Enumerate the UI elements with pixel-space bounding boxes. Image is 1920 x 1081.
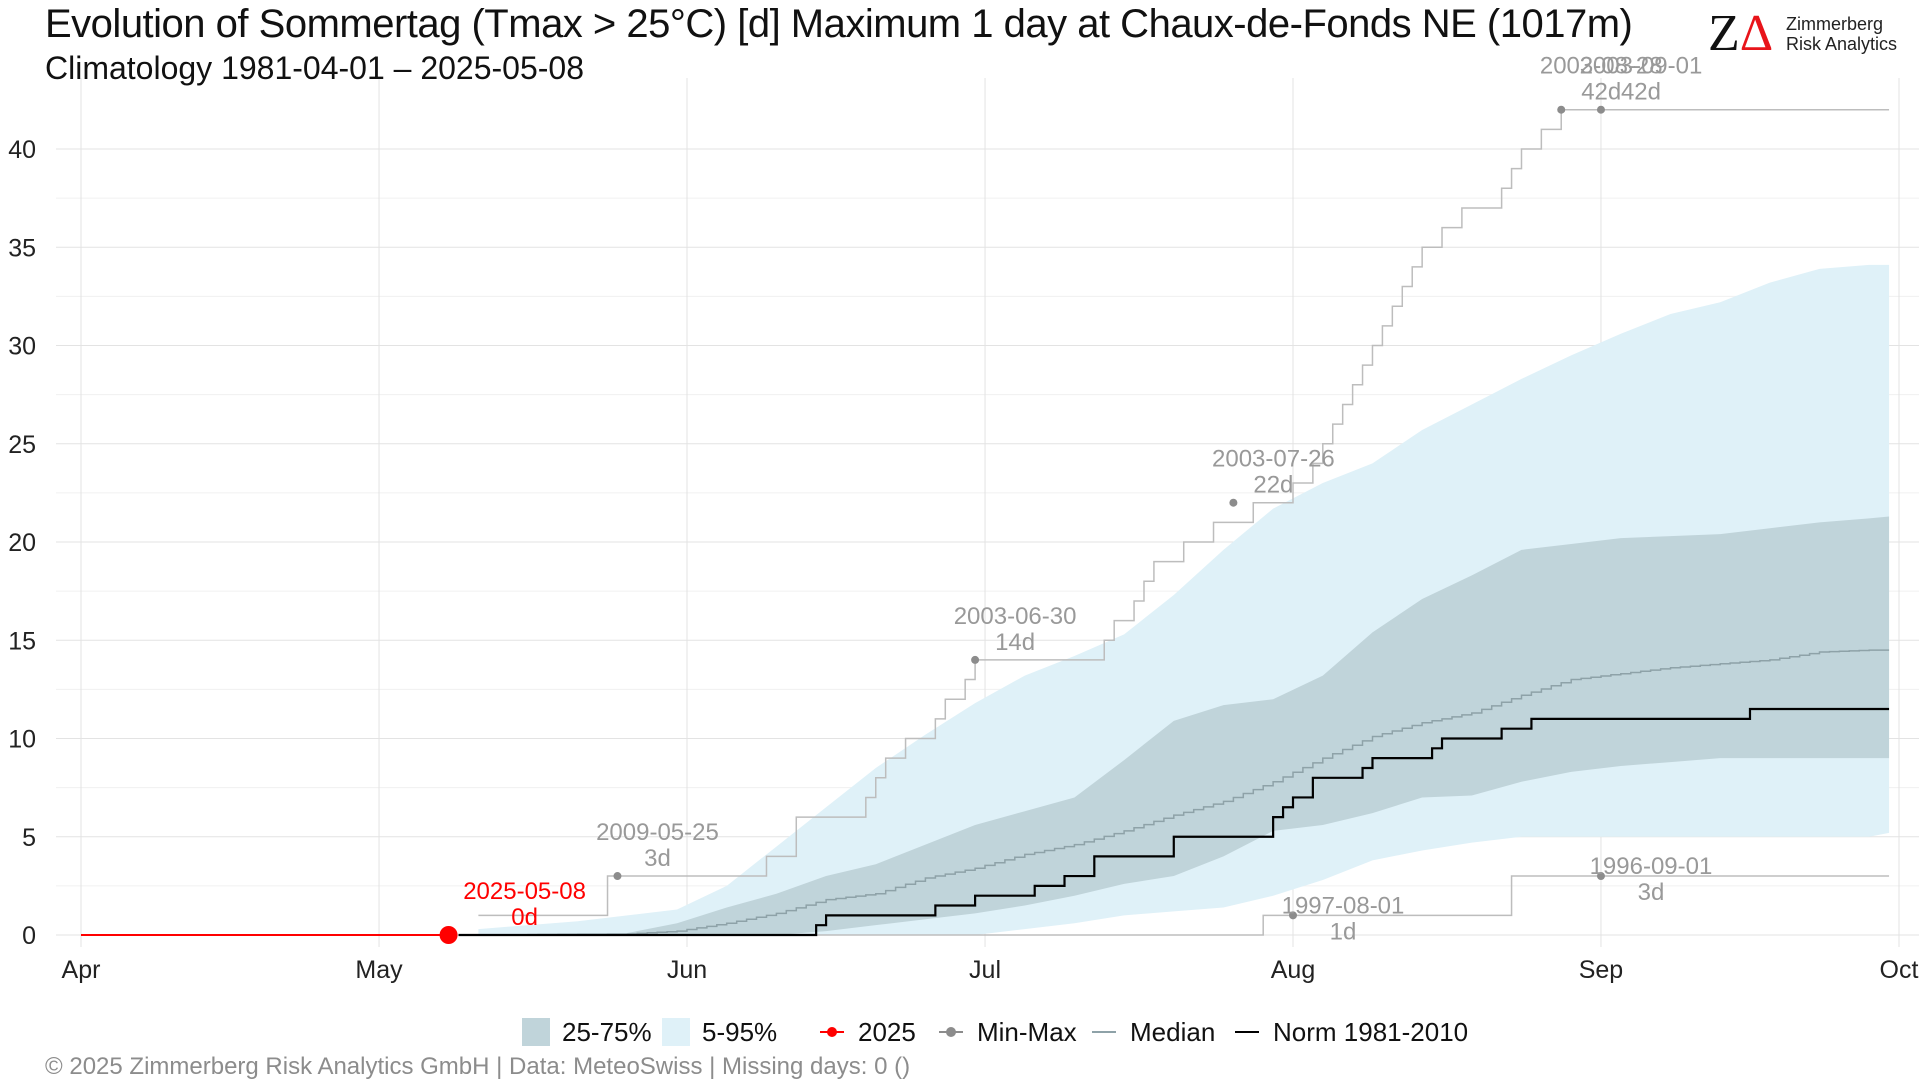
y-tick-label: 10	[8, 726, 36, 754]
min-annotation-1-value: 3d	[1638, 879, 1665, 906]
y-tick-label: 0	[22, 922, 36, 950]
y-tick-label: 5	[22, 824, 36, 852]
logo-name: Zimmerberg Risk Analytics	[1786, 14, 1898, 54]
y-tick-label: 20	[8, 529, 36, 557]
norm-line	[458, 707, 1890, 937]
legend-item-2025: 2025	[818, 1015, 916, 1049]
current-point	[439, 926, 458, 944]
legend-key-2025	[818, 1018, 846, 1046]
max-annotation-3-point	[1557, 105, 1566, 114]
max-annotation-3-value: 42d	[1581, 79, 1621, 106]
max-annotation-2-point	[1229, 498, 1238, 507]
legend-label-norm: Norm 1981-2010	[1273, 1016, 1469, 1047]
legend-key-median	[1090, 1018, 1118, 1046]
max-annotation-1-point	[971, 655, 980, 664]
current-annotation-date: 2025-05-08	[463, 878, 586, 905]
legend-label-minmax: Min-Max	[977, 1016, 1077, 1047]
y-tick-label: 40	[8, 136, 36, 164]
min-annotation-0-point	[1289, 911, 1297, 920]
legend-key-25-75	[522, 1018, 550, 1046]
y-tick-label: 25	[8, 431, 36, 459]
footer-credit: © 2025 Zimmerberg Risk Analytics GmbH | …	[45, 1053, 911, 1080]
legend-item-5-95: 5-95%	[662, 1015, 777, 1049]
max-annotation-3-date: 2003-08-28	[1540, 53, 1663, 80]
current-annotation-value: 0d	[511, 904, 538, 931]
legend-label-median: Median	[1130, 1016, 1216, 1047]
legend-item-minmax: Min-Max	[937, 1015, 1077, 1049]
max-annotation-4-date: 2003-09-01	[1580, 53, 1703, 80]
x-tick-label: Apr	[62, 956, 101, 984]
legend-label-5-95: 5-95%	[702, 1016, 778, 1047]
min-annotation-0-value: 1d	[1330, 918, 1357, 945]
x-tick-label: Aug	[1271, 956, 1315, 984]
y-tick-label: 15	[8, 627, 36, 655]
legend-label-25-75: 25-75%	[562, 1016, 652, 1047]
min-annotation-1-date: 1996-09-01	[1590, 853, 1713, 880]
chart-legend: 25-75% 5-95% 2025 Min-Max Median Norm 19…	[0, 1015, 1920, 1049]
logo-mark: ZΔ	[1708, 5, 1774, 62]
legend-item-median: Median	[1090, 1015, 1215, 1049]
y-tick-label: 30	[8, 333, 36, 361]
max-annotation-0-point	[613, 872, 622, 881]
legend-item-25-75: 25-75%	[522, 1015, 652, 1049]
legend-label-2025: 2025	[858, 1016, 916, 1047]
median-line	[458, 649, 1890, 936]
max-annotation-4-point	[1596, 105, 1605, 114]
max-curve	[478, 108, 1890, 917]
x-tick-label: Jul	[969, 956, 1001, 984]
chart-subtitle: Climatology 1981-04-01 – 2025-05-08	[45, 50, 585, 86]
min-annotation-0-date: 1997-08-01	[1282, 892, 1405, 919]
min-annotation-1-point	[1596, 872, 1605, 881]
x-tick-label: May	[355, 956, 403, 984]
x-tick-label: Jun	[667, 956, 707, 984]
max-annotation-2-value: 22d	[1253, 472, 1293, 499]
max-annotation-4-value: 42d	[1621, 79, 1661, 106]
min-curve	[478, 875, 1890, 936]
max-annotation-0-value: 3d	[644, 845, 671, 872]
legend-key-5-95	[662, 1018, 690, 1046]
x-tick-label: Sep	[1579, 956, 1623, 984]
legend-key-norm	[1233, 1018, 1261, 1046]
max-annotation-1-value: 14d	[995, 629, 1035, 656]
chart-title: Evolution of Sommertag (Tmax > 25°C) [d]…	[45, 2, 1633, 46]
x-tick-label: Oct	[1880, 956, 1919, 984]
max-annotation-0-date: 2009-05-25	[596, 819, 719, 846]
company-logo: ZΔ Zimmerberg Risk Analytics	[1708, 8, 1908, 60]
legend-item-norm: Norm 1981-2010	[1233, 1015, 1468, 1049]
max-annotation-2-date: 2003-07-26	[1212, 446, 1335, 473]
y-tick-label: 35	[8, 234, 36, 262]
max-annotation-1-date: 2003-06-30	[954, 603, 1077, 630]
band-25-75	[627, 516, 1890, 935]
legend-key-minmax	[937, 1018, 965, 1046]
